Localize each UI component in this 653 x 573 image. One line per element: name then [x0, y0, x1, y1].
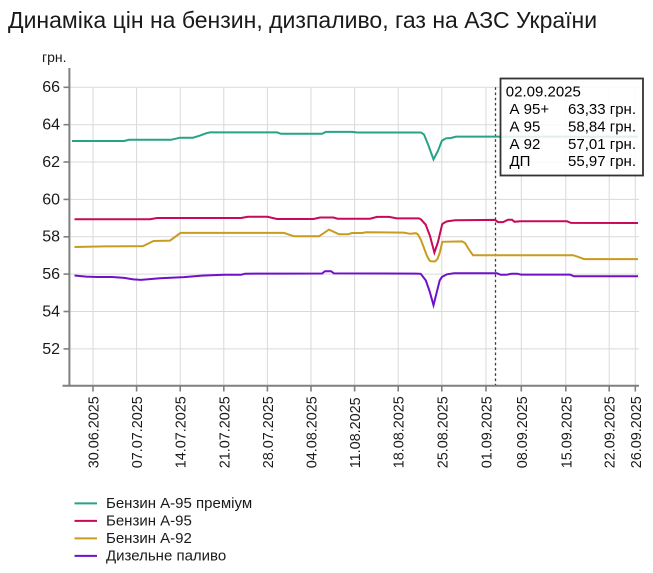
svg-text:60: 60 — [42, 191, 60, 208]
svg-text:58: 58 — [42, 229, 60, 246]
svg-text:Бензин А-95: Бензин А-95 — [106, 512, 192, 529]
svg-text:26.09.2025: 26.09.2025 — [629, 396, 645, 468]
svg-text:Динаміка цін на бензин, дизпал: Динаміка цін на бензин, дизпаливо, газ н… — [8, 7, 597, 33]
svg-text:21.07.2025: 21.07.2025 — [217, 396, 233, 468]
svg-text:63,33 грн.: 63,33 грн. — [568, 101, 636, 118]
svg-text:А 95+: А 95+ — [510, 101, 550, 118]
svg-text:58,84 грн.: 58,84 грн. — [568, 119, 636, 136]
svg-text:01.09.2025: 01.09.2025 — [480, 396, 496, 468]
svg-text:11.08.2025: 11.08.2025 — [348, 397, 364, 468]
svg-text:62: 62 — [42, 154, 60, 171]
svg-text:54: 54 — [42, 303, 60, 320]
svg-text:25.08.2025: 25.08.2025 — [435, 396, 451, 468]
svg-text:Бензин А-95 преміум: Бензин А-95 преміум — [106, 495, 252, 512]
svg-text:02.09.2025: 02.09.2025 — [506, 84, 581, 101]
svg-text:52: 52 — [42, 341, 60, 358]
svg-text:30.06.2025: 30.06.2025 — [87, 396, 103, 468]
svg-text:04.08.2025: 04.08.2025 — [305, 396, 321, 468]
svg-text:Дизельне паливо: Дизельне паливо — [106, 547, 226, 564]
svg-text:56: 56 — [42, 266, 60, 283]
svg-text:14.07.2025: 14.07.2025 — [174, 396, 190, 468]
svg-text:22.09.2025: 22.09.2025 — [603, 396, 619, 468]
svg-text:07.07.2025: 07.07.2025 — [130, 396, 146, 468]
svg-text:18.08.2025: 18.08.2025 — [392, 396, 408, 468]
svg-text:64: 64 — [42, 117, 60, 134]
svg-text:А 95: А 95 — [510, 119, 541, 136]
svg-text:08.09.2025: 08.09.2025 — [515, 396, 531, 468]
svg-text:66: 66 — [42, 79, 60, 96]
svg-text:А 92: А 92 — [510, 136, 541, 153]
svg-text:грн.: грн. — [42, 49, 67, 65]
svg-text:28.07.2025: 28.07.2025 — [261, 396, 277, 468]
svg-text:15.09.2025: 15.09.2025 — [559, 396, 575, 468]
svg-text:ДП: ДП — [510, 153, 531, 170]
svg-text:57,01 грн.: 57,01 грн. — [568, 136, 636, 153]
svg-text:Бензин А-92: Бензин А-92 — [106, 530, 192, 547]
svg-text:55,97 грн.: 55,97 грн. — [568, 153, 636, 170]
